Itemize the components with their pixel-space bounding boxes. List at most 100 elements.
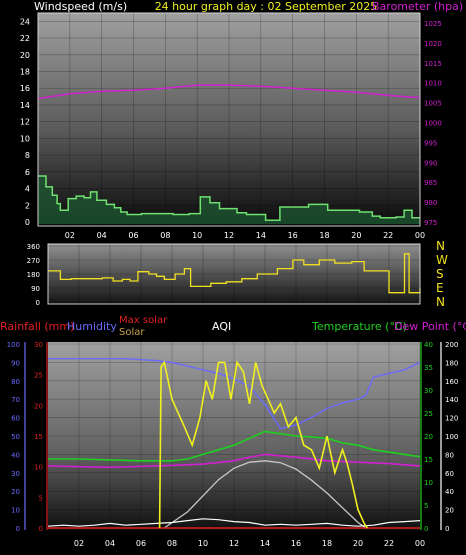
humidity-axis-label: Humidity bbox=[67, 320, 117, 333]
humidity-y-tick-label: 70 bbox=[11, 396, 20, 404]
windspeed-area bbox=[38, 176, 420, 224]
climate-x-tick-label: 00 bbox=[415, 539, 425, 548]
temperature-y-tick-label: 15 bbox=[424, 456, 433, 464]
climate-x-tick-label: 18 bbox=[322, 539, 332, 548]
barometer-y-tick-label: 1000 bbox=[424, 119, 442, 127]
direction-y-tick-label: 180 bbox=[27, 271, 40, 279]
wind-x-tick-label: 04 bbox=[97, 231, 107, 240]
dir-label-e: E bbox=[436, 281, 444, 295]
barometer-y-tick-label: 1025 bbox=[424, 20, 442, 28]
chart-title: 24 hour graph day : 02 September 2025 bbox=[155, 0, 378, 13]
climate-x-tick-label: 10 bbox=[198, 539, 208, 548]
temperature-axis-label: Temperature (°C) bbox=[311, 320, 407, 333]
dewpoint-line bbox=[47, 453, 421, 469]
temperature-y-tick-label: 35 bbox=[424, 364, 433, 372]
rainfall-y-tick-label: 0 bbox=[39, 525, 43, 533]
wind-y-tick-label: 2 bbox=[25, 201, 30, 210]
dewpoint-axis-label: Dew Point (°C) bbox=[394, 320, 466, 333]
temperature-y-tick-label: 25 bbox=[424, 410, 433, 418]
wind-y-tick-label: 24 bbox=[20, 17, 30, 26]
humidity-y-tick-label: 0 bbox=[16, 525, 20, 533]
aqi-y-tick-label: 120 bbox=[445, 415, 458, 423]
aqi-y-tick-label: 200 bbox=[445, 341, 458, 349]
temperature-line bbox=[48, 430, 421, 462]
aqi-line bbox=[47, 518, 421, 527]
wind-y-tick-label: 0 bbox=[25, 218, 30, 227]
barometer-y-tick-label: 1005 bbox=[424, 100, 442, 108]
wind-y-tick-label: 12 bbox=[20, 118, 30, 127]
rainfall-y-tick-label: 10 bbox=[34, 464, 43, 472]
windspeed-line bbox=[38, 175, 420, 222]
rainfall-y-tick-label: 25 bbox=[34, 372, 43, 380]
wind-y-tick-label: 4 bbox=[25, 185, 30, 194]
solar-line bbox=[158, 360, 368, 529]
direction-y-tick-label: 270 bbox=[27, 257, 40, 265]
dir-label-n-top: N bbox=[436, 239, 445, 253]
rainfall-y-tick-label: 30 bbox=[34, 341, 43, 349]
humidity-y-tick-label: 40 bbox=[11, 451, 20, 459]
aqi-y-tick-label: 80 bbox=[445, 451, 454, 459]
wind-y-tick-label: 6 bbox=[25, 168, 30, 177]
aqi-y-tick-label: 40 bbox=[445, 488, 454, 496]
humidity-y-tick-label: 50 bbox=[11, 433, 20, 441]
climate-x-tick-label: 08 bbox=[167, 539, 177, 548]
wind-direction-line bbox=[48, 253, 421, 294]
climate-x-tick-label: 12 bbox=[229, 539, 239, 548]
wind-x-tick-label: 16 bbox=[288, 231, 298, 240]
wind-x-tick-label: 20 bbox=[351, 231, 361, 240]
humidity-y-tick-label: 20 bbox=[11, 488, 20, 496]
aqi-y-tick-label: 140 bbox=[445, 396, 458, 404]
direction-plot-border bbox=[47, 243, 421, 305]
climate-plot-area bbox=[48, 342, 420, 530]
wind-y-tick-label: 16 bbox=[20, 84, 30, 93]
temperature-y-tick-label: 30 bbox=[424, 387, 433, 395]
barometer-y-tick-label: 990 bbox=[424, 159, 437, 167]
solar-label: Solar bbox=[119, 327, 145, 338]
barometer-y-tick-label: 1010 bbox=[424, 80, 442, 88]
wind-axis-label: Windspeed (m/s) bbox=[34, 0, 127, 13]
wind-plot-border bbox=[37, 12, 421, 227]
temperature-y-tick-label: 0 bbox=[424, 525, 428, 533]
aqi-y-tick-label: 20 bbox=[445, 507, 454, 515]
rainfall-axis-label: Rainfall (mm) bbox=[0, 320, 74, 333]
wind-y-tick-label: 14 bbox=[20, 101, 30, 110]
barometer-y-tick-label: 1020 bbox=[424, 40, 442, 48]
rainfall-y-tick-label: 20 bbox=[34, 402, 43, 410]
climate-x-tick-label: 20 bbox=[353, 539, 363, 548]
aqi-y-tick-label: 180 bbox=[445, 359, 458, 367]
climate-x-tick-label: 16 bbox=[291, 539, 301, 548]
direction-y-tick-label: 360 bbox=[27, 243, 40, 251]
wind-x-tick-label: 18 bbox=[319, 231, 329, 240]
wind-y-tick-label: 20 bbox=[20, 51, 30, 60]
wind-y-tick-label: 8 bbox=[25, 151, 30, 160]
barometer-y-tick-label: 975 bbox=[424, 219, 437, 227]
barometer-y-tick-label: 980 bbox=[424, 199, 437, 207]
wind-x-tick-label: 22 bbox=[383, 231, 393, 240]
wind-x-tick-label: 08 bbox=[160, 231, 170, 240]
aqi-y-tick-label: 60 bbox=[445, 470, 454, 478]
aqi-y-tick-label: 160 bbox=[445, 378, 458, 386]
barometer-y-tick-label: 995 bbox=[424, 139, 437, 147]
direction-y-tick-label: 90 bbox=[31, 285, 40, 293]
temperature-y-tick-label: 20 bbox=[424, 433, 433, 441]
humidity-y-tick-label: 60 bbox=[11, 415, 20, 423]
humidity-y-tick-label: 100 bbox=[7, 341, 20, 349]
wind-y-tick-label: 22 bbox=[20, 34, 30, 43]
humidity-y-tick-label: 10 bbox=[11, 507, 20, 515]
climate-x-tick-label: 06 bbox=[136, 539, 146, 548]
barometer-y-tick-label: 985 bbox=[424, 179, 437, 187]
humidity-y-tick-label: 80 bbox=[11, 378, 20, 386]
climate-panel: 0102030405060708090100051015202530051015… bbox=[7, 341, 459, 548]
aqi-y-tick-label: 100 bbox=[445, 433, 458, 441]
wind-x-tick-label: 00 bbox=[415, 231, 425, 240]
dir-label-n-bottom: N bbox=[436, 295, 445, 309]
wind-direction-panel: 0 90 180 270 360 N W S E N bbox=[27, 239, 448, 309]
climate-x-tick-label: 02 bbox=[74, 539, 84, 548]
direction-plot-area bbox=[48, 244, 420, 304]
aqi-y-tick-label: 0 bbox=[445, 525, 449, 533]
wind-x-tick-label: 14 bbox=[256, 231, 266, 240]
climate-x-tick-label: 14 bbox=[260, 539, 270, 548]
wind-x-tick-label: 12 bbox=[224, 231, 234, 240]
wind-y-tick-label: 10 bbox=[20, 134, 30, 143]
